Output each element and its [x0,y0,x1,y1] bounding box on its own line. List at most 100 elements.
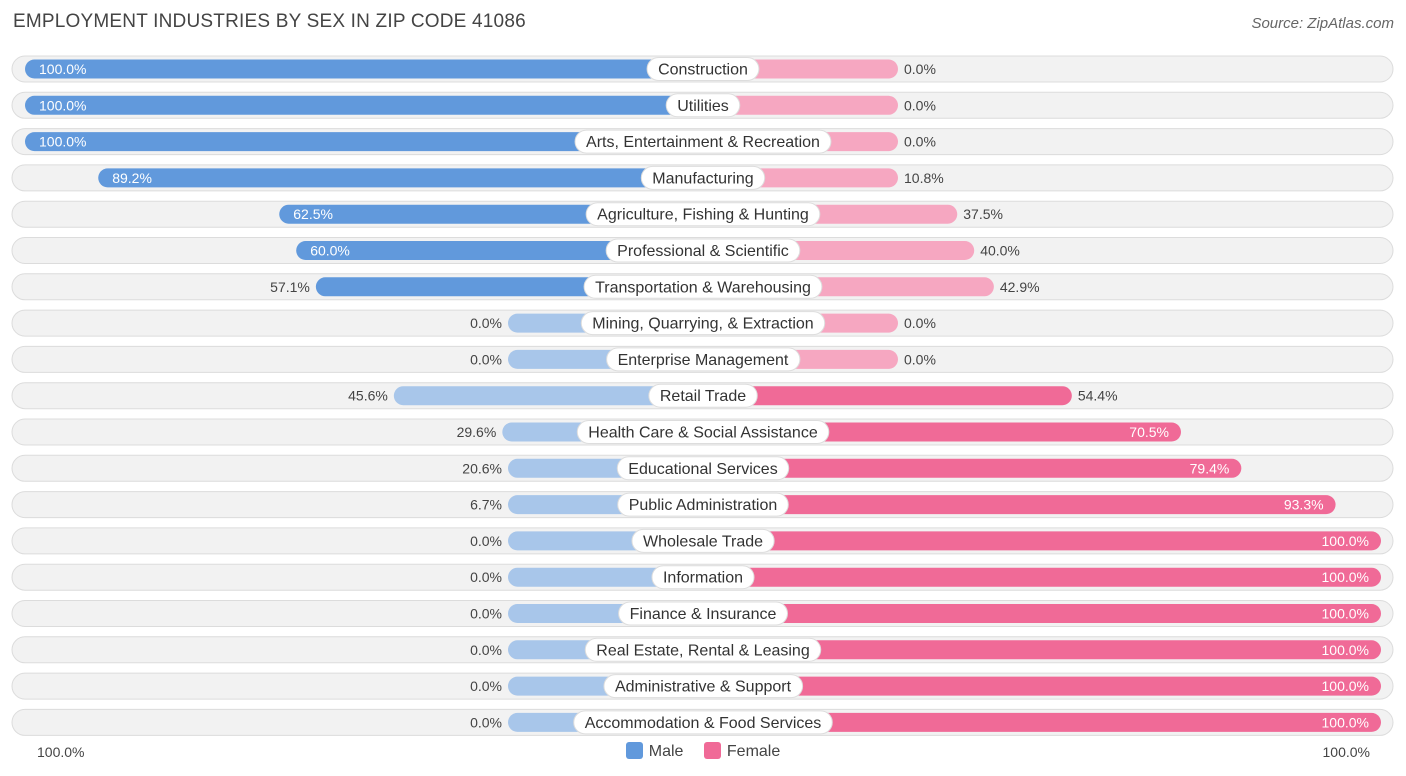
value-label-female: 100.0% [1322,678,1369,694]
category-label-pill [584,637,822,662]
value-label-male: 45.6% [348,388,388,404]
bar-female [703,640,1381,660]
category-label: Enterprise Management [618,352,789,369]
value-label-female: 70.5% [1129,424,1169,440]
category-label-pill [585,202,821,227]
bar-female [703,676,1381,696]
category-label-pill [616,456,790,481]
value-label-male: 0.0% [470,569,502,585]
legend-label-male: Male [648,743,684,760]
value-label-female: 100.0% [1322,569,1369,585]
value-label-female: 10.8% [904,170,944,186]
value-label-female: 37.5% [963,206,1003,222]
bar-male [25,132,703,152]
category-label-pill [651,565,755,590]
value-label-male: 100.0% [39,61,86,77]
category-label: Educational Services [628,461,777,478]
category-label-pill [640,165,766,190]
category-label: Public Administration [629,497,778,514]
category-label: Accommodation & Food Services [585,715,822,732]
value-label-female: 0.0% [904,315,936,331]
value-label-male: 100.0% [39,97,86,113]
value-label-male: 89.2% [112,170,152,186]
bar-female [703,567,1381,587]
value-label-female: 54.4% [1078,388,1118,404]
value-label-male: 60.0% [310,243,350,259]
category-label-pill [606,347,801,372]
category-label: Agriculture, Fishing & Hunting [597,207,809,224]
value-label-male: 29.6% [457,424,497,440]
bar-male [393,386,703,406]
category-label: Mining, Quarrying, & Extraction [592,316,813,333]
value-label-male: 100.0% [39,134,86,150]
category-label-pill [580,311,826,336]
category-label-pill [618,601,788,626]
legend-item-male: Male [625,742,684,761]
chart-title: EMPLOYMENT INDUSTRIES BY SEX IN ZIP CODE… [13,11,526,32]
category-label-pill [648,383,758,408]
value-label-male: 20.6% [462,460,502,476]
category-label: Real Estate, Rental & Leasing [596,642,809,659]
category-label-pill [605,238,801,263]
category-label-pill [665,93,741,118]
value-label-female: 0.0% [904,351,936,367]
category-label-pill [603,674,804,699]
legend-swatch-female [703,742,721,759]
bar-female [703,531,1381,551]
value-label-male: 0.0% [470,533,502,549]
category-label-pill [646,57,760,81]
value-label-female: 93.3% [1284,497,1324,513]
value-label-male: 0.0% [470,315,502,331]
category-label-pill [576,420,830,444]
bar-female [703,386,1072,406]
category-label: Manufacturing [652,170,753,187]
value-label-female: 42.9% [1000,279,1040,295]
category-label: Construction [658,62,748,79]
category-label: Professional & Scientific [617,243,789,260]
value-label-male: 0.0% [470,351,502,367]
bar-female [703,712,1381,732]
category-label-pill [583,274,823,299]
value-label-male: 0.0% [470,642,502,658]
bar-female [703,495,1336,515]
category-label: Utilities [677,98,729,115]
category-label: Retail Trade [660,388,746,405]
category-label: Arts, Entertainment & Recreation [586,134,820,151]
value-label-male: 0.0% [470,678,502,694]
chart-source: Source: ZipAtlas.com [1251,15,1394,32]
category-label-pill [574,129,832,154]
bar-female [703,95,898,115]
chart-legend: Male Female [0,742,1406,761]
category-label-pill [573,710,833,735]
bar-female [703,458,1242,478]
value-label-female: 0.0% [904,134,936,150]
value-label-male: 6.7% [470,497,502,513]
category-label: Information [663,570,743,587]
value-label-female: 79.4% [1190,460,1230,476]
value-label-female: 100.0% [1322,533,1369,549]
value-label-female: 0.0% [904,97,936,113]
axis-right-label: 100.0% [1322,744,1370,760]
value-label-female: 100.0% [1322,642,1369,658]
legend-item-female: Female [703,742,781,761]
value-label-male: 0.0% [470,714,502,730]
category-label-pill [617,492,789,517]
value-label-male: 62.5% [293,206,333,222]
bar-male [25,95,703,115]
category-label: Health Care & Social Assistance [588,425,818,442]
value-label-female: 0.0% [904,61,936,77]
value-label-female: 40.0% [980,243,1020,259]
axis-left-label: 100.0% [37,744,85,760]
category-label-pill [631,528,775,553]
category-label: Finance & Insurance [630,606,777,623]
legend-label-female: Female [726,743,781,760]
legend-swatch-male [625,742,643,759]
category-label: Administrative & Support [615,679,792,696]
value-label-female: 100.0% [1322,714,1369,730]
bar-male [25,59,703,79]
bar-female [703,604,1381,623]
bar-male [98,168,703,188]
category-label: Transportation & Warehousing [595,279,811,296]
category-label: Wholesale Trade [643,533,763,550]
